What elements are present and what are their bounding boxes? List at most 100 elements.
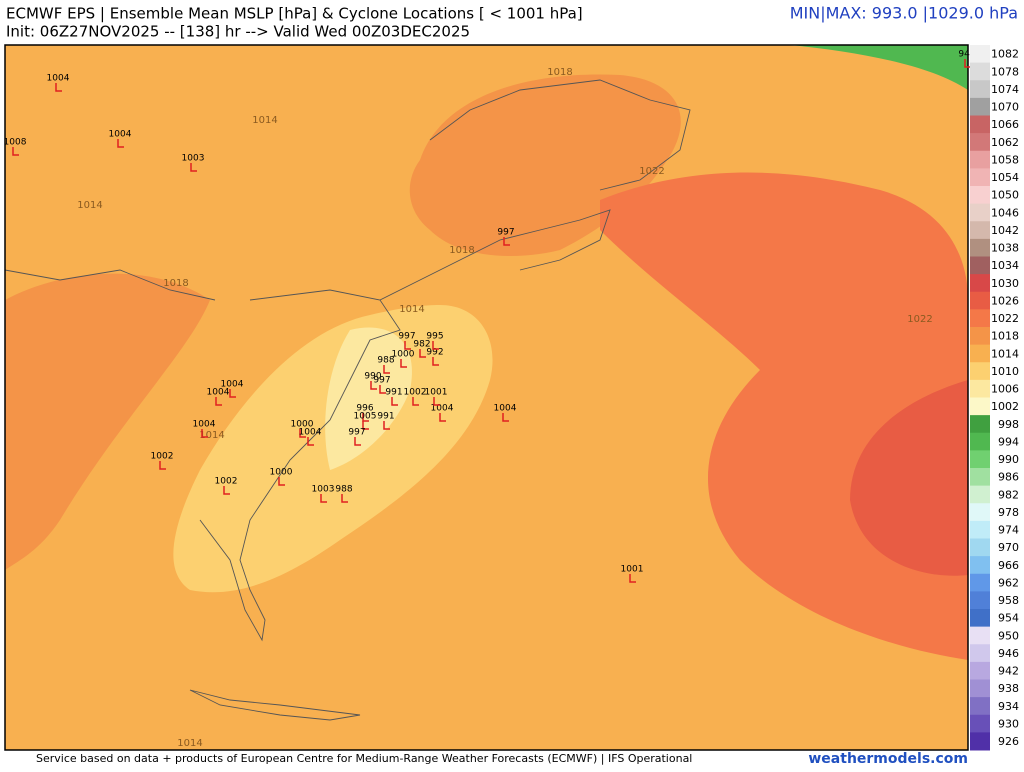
colorbar-label: 1014 bbox=[991, 347, 1019, 360]
colorbar-band bbox=[970, 221, 990, 240]
colorbar-label: 990 bbox=[998, 453, 1019, 466]
cyclone-marker bbox=[362, 421, 369, 430]
colorbar-band bbox=[970, 520, 990, 539]
cyclone-value: 992 bbox=[426, 348, 443, 358]
cyclone-value: 996 bbox=[356, 404, 373, 414]
colorbar-label: 1054 bbox=[991, 171, 1019, 184]
colorbar-band bbox=[970, 256, 990, 275]
cyclone-marker bbox=[400, 359, 407, 368]
cyclone-marker bbox=[419, 349, 426, 358]
colorbar-band bbox=[970, 609, 990, 628]
colorbar-label: 962 bbox=[998, 576, 1019, 589]
field-1026 bbox=[850, 380, 968, 576]
coastline-north bbox=[379, 79, 691, 301]
colorbar-label: 1018 bbox=[991, 330, 1019, 343]
colorbar-band bbox=[970, 379, 990, 398]
contour-label: 1018 bbox=[163, 278, 188, 289]
colorbar-label: 942 bbox=[998, 665, 1019, 678]
colorbar-band bbox=[970, 362, 990, 381]
colorbar-label: 946 bbox=[998, 647, 1019, 660]
colorbar-label: 1066 bbox=[991, 118, 1019, 131]
map-frame bbox=[4, 44, 969, 751]
cyclone-marker bbox=[432, 341, 439, 350]
cyclone-value: 1004 bbox=[299, 428, 322, 438]
cyclone-marker bbox=[341, 494, 348, 503]
colorbar: 1082 1078 1074 1070 1066 1062 1058 1054 1050 1046… bbox=[970, 45, 1019, 751]
cyclone-value: 995 bbox=[426, 332, 443, 342]
colorbar-band bbox=[970, 115, 990, 134]
cyclone-marker bbox=[201, 429, 208, 438]
cyclone-value: 997 bbox=[497, 228, 514, 238]
map-labels: 1018 1014 1014 1018 1018 1022 1022 1014 1014 1014… bbox=[4, 50, 976, 750]
colorbar-label: 986 bbox=[998, 471, 1019, 484]
colorbar-label: 1070 bbox=[991, 101, 1019, 114]
colorbar-band bbox=[970, 327, 990, 346]
colorbar-band bbox=[970, 697, 990, 716]
cyclone-marker bbox=[383, 365, 390, 374]
cyclone-marker bbox=[229, 389, 236, 398]
colorbar-band bbox=[970, 591, 990, 610]
colorbar-band bbox=[970, 450, 990, 469]
cyclone-value: 991 bbox=[385, 388, 402, 398]
cyclone-marker bbox=[379, 385, 386, 394]
cyclone-marker bbox=[354, 437, 361, 446]
cyclone-marker bbox=[404, 341, 411, 350]
cyclone-value: 948 bbox=[958, 50, 975, 60]
colorbar-label: 958 bbox=[998, 594, 1019, 607]
cyclone-marker bbox=[432, 357, 439, 366]
colorbar-label: 998 bbox=[998, 418, 1019, 431]
colorbar-band bbox=[970, 644, 990, 663]
colorbar-label: 1042 bbox=[991, 224, 1019, 237]
cyclone-value: 982 bbox=[413, 340, 430, 350]
cyclone-value: 1000 bbox=[270, 468, 293, 478]
colorbar-band bbox=[970, 503, 990, 522]
colorbar-label: 1062 bbox=[991, 136, 1019, 149]
colorbar-label: 938 bbox=[998, 682, 1019, 695]
colorbar-band bbox=[970, 344, 990, 363]
cyclone-value: 991 bbox=[377, 412, 394, 422]
colorbar-band bbox=[970, 626, 990, 645]
cyclone-value: 1004 bbox=[494, 404, 517, 414]
coastline bbox=[4, 269, 401, 642]
colorbar-label: 982 bbox=[998, 488, 1019, 501]
colorbar-label: 1038 bbox=[991, 242, 1019, 255]
min-max: MIN|MAX: 993.0 |1029.0 hPa bbox=[790, 4, 1018, 23]
cyclone-marker bbox=[370, 381, 377, 390]
cyclone-marker bbox=[503, 237, 510, 246]
init-line: Init: 06Z27NOV2025 -- [138] hr --> Valid… bbox=[6, 23, 470, 41]
colorbar-label: 1030 bbox=[991, 277, 1019, 290]
colorbar-label: 1034 bbox=[991, 259, 1019, 272]
contour-label: 1014 bbox=[252, 115, 277, 126]
contour-label: 1014 bbox=[177, 738, 202, 749]
cyclone-value: 988 bbox=[377, 356, 394, 366]
colorbar-band bbox=[970, 573, 990, 592]
site: weathermodels.com bbox=[808, 751, 968, 767]
colorbar-band bbox=[970, 150, 990, 169]
colorbar-label: 1074 bbox=[991, 83, 1019, 96]
cyclone-marker bbox=[383, 421, 390, 430]
field-1014 bbox=[5, 45, 430, 160]
contour-label: 1014 bbox=[77, 200, 102, 211]
cyclone-marker bbox=[159, 461, 166, 470]
colorbar-label: 970 bbox=[998, 541, 1019, 554]
colorbar-band bbox=[970, 397, 990, 416]
colorbar-label: 934 bbox=[998, 700, 1019, 713]
cyclone-value: 1004 bbox=[47, 74, 70, 84]
colorbar-label: 1078 bbox=[991, 65, 1019, 78]
cyclone-marker bbox=[278, 477, 285, 486]
colorbar-band bbox=[970, 238, 990, 257]
colorbar-label: 954 bbox=[998, 612, 1019, 625]
colorbar-label: 926 bbox=[998, 735, 1019, 748]
title: ECMWF EPS | Ensemble Mean MSLP [hPa] & C… bbox=[6, 5, 583, 23]
contour-label: 1018 bbox=[547, 67, 572, 78]
field-1006 bbox=[325, 327, 412, 470]
credit: Service based on data + products of Euro… bbox=[36, 752, 692, 765]
cyclone-marker bbox=[320, 494, 327, 503]
cyclone-value: 997 bbox=[398, 332, 415, 342]
cyclone-marker bbox=[629, 574, 636, 583]
colorbar-band bbox=[970, 203, 990, 222]
cyclone-value: 1002 bbox=[215, 477, 238, 487]
cyclone-value: 1004 bbox=[431, 404, 454, 414]
field-green bbox=[790, 45, 968, 90]
